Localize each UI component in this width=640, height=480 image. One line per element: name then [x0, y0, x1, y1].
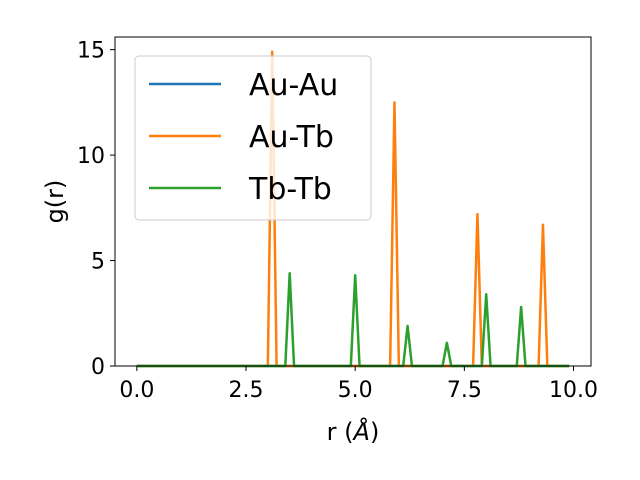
- legend: Au-Au Au-Tb Tb-Tb: [134, 55, 372, 221]
- x-axis-label: r (Å): [327, 417, 380, 446]
- y-tick-label: 0: [91, 355, 105, 380]
- y-axis-ticks: 0 5 10 15: [77, 39, 115, 380]
- x-tick-label: 7.5: [447, 378, 482, 403]
- plot-frame: [114, 36, 592, 367]
- y-tick-label: 5: [91, 250, 105, 275]
- x-tick-label: 10.0: [549, 378, 598, 403]
- y-axis-label: g(r): [41, 180, 69, 224]
- legend-box: [134, 55, 372, 221]
- x-axis-label-unit: Å: [352, 417, 370, 446]
- x-axis-label-prefix: r (: [327, 418, 354, 446]
- x-axis-label-suffix: ): [370, 418, 379, 446]
- x-tick-label: 5.0: [338, 378, 373, 403]
- series-line-tb-tb: [136, 271, 570, 368]
- y-tick-label: 10: [77, 144, 105, 169]
- x-tick-label: 0.0: [119, 378, 154, 403]
- x-axis-ticks: 0.0 2.5 5.0 7.5 10.0: [119, 366, 598, 403]
- x-tick-label: 2.5: [229, 378, 264, 403]
- legend-label-au-tb: Au-Tb: [249, 120, 334, 155]
- y-tick-label: 15: [77, 39, 105, 64]
- legend-label-au-au: Au-Au: [249, 68, 338, 103]
- legend-label-tb-tb: Tb-Tb: [248, 172, 332, 207]
